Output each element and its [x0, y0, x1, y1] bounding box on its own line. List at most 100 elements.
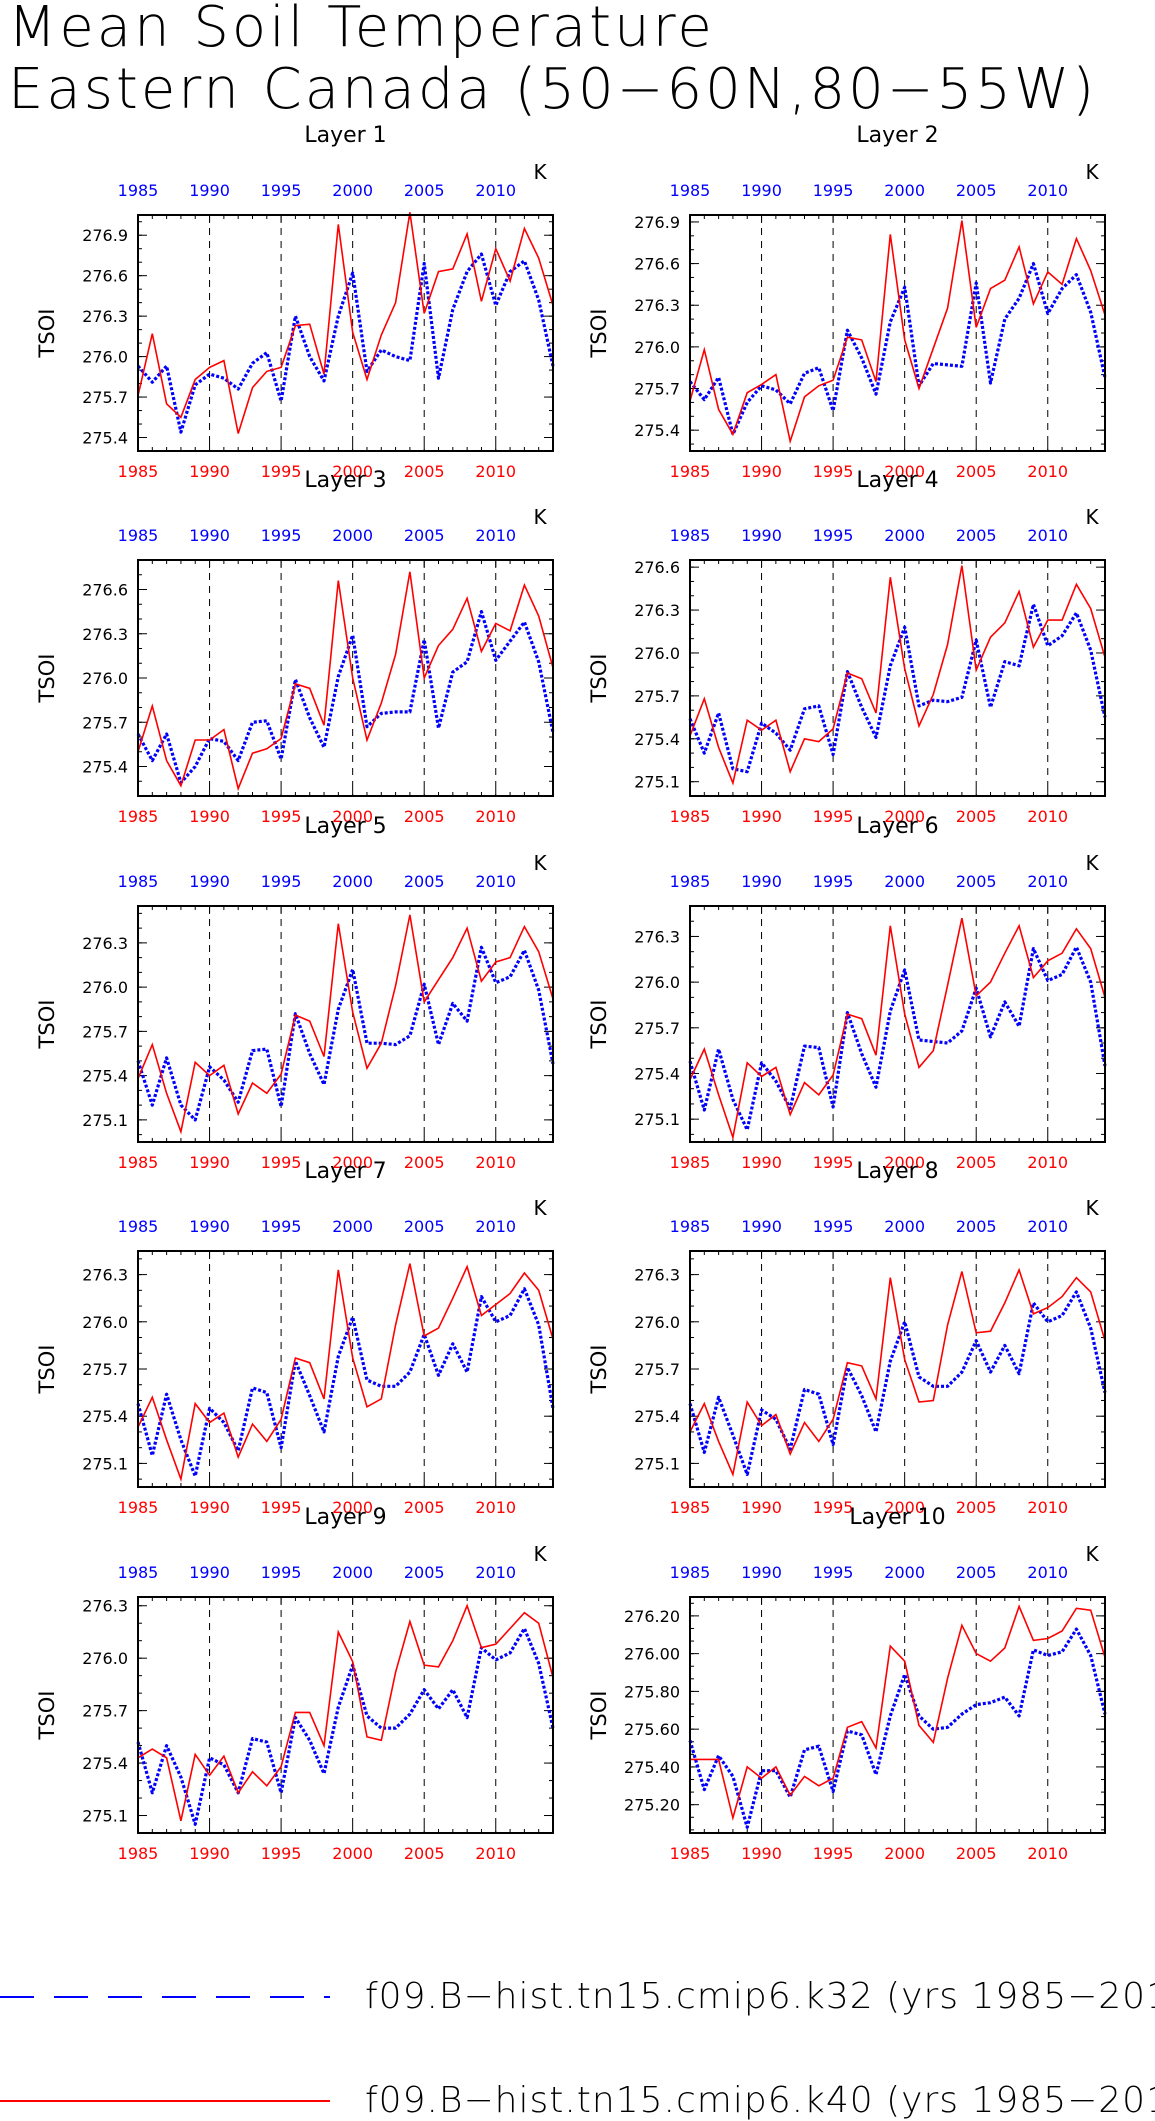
- x-tick-label-top: 1995: [261, 1563, 302, 1582]
- x-tick-label-bottom: 2010: [475, 462, 516, 481]
- panel-title: Layer 3: [304, 468, 386, 493]
- panel-title: Layer 4: [856, 468, 938, 493]
- x-tick-label-bottom: 2000: [332, 807, 373, 826]
- x-tick-label-top: 2010: [475, 181, 516, 200]
- x-tick-label-top: 1985: [670, 1217, 711, 1236]
- series-line-k32: [136, 609, 555, 785]
- y-tick-label: 275.7: [634, 1019, 680, 1038]
- plot-frame: [689, 559, 1106, 797]
- x-tick-label-top: 1995: [813, 872, 854, 891]
- x-tick-label-top: 2005: [404, 872, 445, 891]
- y-tick-label: 276.9: [634, 213, 680, 232]
- plot-frame: [137, 559, 554, 797]
- x-tick-label-top: 2010: [475, 1563, 516, 1582]
- series-line-k40: [137, 1263, 554, 1483]
- x-tick-label-bottom: 1985: [670, 807, 711, 826]
- y-tick-label: 275.4: [634, 421, 680, 440]
- y-axis-label: TSOI: [35, 1691, 59, 1741]
- x-tick-label-bottom: 1990: [741, 1153, 782, 1172]
- x-tick-label-top: 2010: [1027, 181, 1068, 200]
- series-line-k40: [689, 220, 1106, 445]
- y-tick-label: 276.0: [82, 348, 128, 367]
- y-tick-label: 276.3: [82, 1266, 128, 1285]
- x-tick-label-bottom: 2010: [475, 1498, 516, 1517]
- x-tick-label-bottom: 1985: [118, 1153, 159, 1172]
- y-axis-label: TSOI: [587, 654, 611, 704]
- x-tick-label-bottom: 2000: [884, 462, 925, 481]
- x-tick-label-top: 2000: [332, 1217, 373, 1236]
- x-tick-label-top: 1990: [741, 526, 782, 545]
- x-tick-label-bottom: 2005: [404, 1153, 445, 1172]
- panel-6: Layer 6 K TSOI 1985 1985 1990 1990 1995 1995 2000…: [587, 814, 1107, 1172]
- panel-3: Layer 3 K TSOI 1985 1985 1990 1990 1995 1995 2000…: [35, 468, 555, 826]
- y-tick-label: 275.4: [634, 1064, 680, 1083]
- y-tick-label: 275.4: [634, 1407, 680, 1426]
- x-tick-label-bottom: 1995: [261, 1153, 302, 1172]
- x-tick-label-bottom: 2000: [332, 1498, 373, 1517]
- x-tick-label-top: 1985: [118, 1217, 159, 1236]
- y-axis-label: TSOI: [587, 309, 611, 359]
- y-tick-label: 275.4: [82, 758, 128, 777]
- x-tick-label-bottom: 1990: [189, 1844, 230, 1863]
- x-tick-label-top: 2000: [884, 526, 925, 545]
- y-tick-label: 275.1: [82, 1454, 128, 1473]
- x-tick-label-bottom: 2005: [404, 807, 445, 826]
- y-tick-label: 275.7: [82, 388, 128, 407]
- chart-title-line-2: Eastern Canada (50−60N,80−55W): [8, 57, 1098, 122]
- plot-frame: [137, 1250, 554, 1488]
- x-tick-label-top: 1985: [670, 181, 711, 200]
- plot-frame: [137, 214, 554, 452]
- x-tick-label-bottom: 2005: [956, 462, 997, 481]
- y-tick-label: 275.1: [634, 1454, 680, 1473]
- x-tick-label-top: 1990: [741, 181, 782, 200]
- x-tick-label-top: 2010: [1027, 1217, 1068, 1236]
- units-label: K: [533, 851, 547, 875]
- x-tick-label-top: 2000: [332, 872, 373, 891]
- units-label: K: [1085, 505, 1099, 529]
- y-tick-label: 276.9: [82, 226, 128, 245]
- panel-2: Layer 2 K TSOI 1985 1985 1990 1990 1995 1995 2000…: [587, 123, 1107, 481]
- x-tick-label-top: 2000: [884, 872, 925, 891]
- x-tick-label-bottom: 1985: [670, 1498, 711, 1517]
- plot-frame: [137, 905, 554, 1143]
- y-tick-label: 275.1: [634, 1110, 680, 1129]
- series-line-k40: [689, 1267, 1106, 1478]
- x-tick-label-bottom: 2000: [884, 1844, 925, 1863]
- units-label: K: [533, 1196, 547, 1220]
- y-tick-label: 275.7: [82, 1360, 128, 1379]
- x-tick-label-top: 1990: [741, 872, 782, 891]
- y-axis-label: TSOI: [587, 1691, 611, 1741]
- y-axis-label: TSOI: [35, 1345, 59, 1395]
- units-label: K: [1085, 1542, 1099, 1566]
- x-tick-label-top: 1985: [118, 872, 159, 891]
- y-tick-label: 276.0: [634, 973, 680, 992]
- x-tick-label-top: 1990: [189, 1563, 230, 1582]
- y-axis-label: TSOI: [35, 1000, 59, 1050]
- x-tick-label-top: 2000: [332, 181, 373, 200]
- panel-1: Layer 1 K TSOI 1985 1985 1990 1990 1995 1995 2000…: [35, 123, 555, 481]
- x-tick-label-bottom: 2010: [1027, 807, 1068, 826]
- x-tick-label-top: 2000: [884, 1217, 925, 1236]
- legend-label-k40: f09.B−hist.tn15.cmip6.k40 (yrs 1985−2014…: [365, 2080, 1155, 2121]
- y-tick-label: 276.0: [82, 978, 128, 997]
- units-label: K: [533, 160, 547, 184]
- y-tick-label: 276.0: [82, 1649, 128, 1668]
- plot-frame: [689, 1596, 1106, 1834]
- x-tick-label-top: 1985: [118, 526, 159, 545]
- y-tick-label: 275.80: [624, 1682, 680, 1701]
- x-tick-label-bottom: 2005: [404, 462, 445, 481]
- y-tick-label: 275.60: [624, 1720, 680, 1739]
- y-tick-label: 276.3: [82, 934, 128, 953]
- x-tick-label-bottom: 2005: [956, 1153, 997, 1172]
- series-line-k40: [137, 1603, 554, 1821]
- units-label: K: [533, 505, 547, 529]
- series-line-k40: [689, 565, 1106, 786]
- plot-frame: [689, 1250, 1106, 1488]
- x-tick-label-top: 2005: [956, 1563, 997, 1582]
- x-tick-label-top: 1985: [670, 526, 711, 545]
- x-tick-label-top: 2010: [475, 1217, 516, 1236]
- x-tick-label-bottom: 1995: [261, 462, 302, 481]
- x-tick-label-bottom: 1995: [261, 807, 302, 826]
- series-line-k32: [136, 252, 555, 434]
- series-line-k40: [137, 571, 554, 792]
